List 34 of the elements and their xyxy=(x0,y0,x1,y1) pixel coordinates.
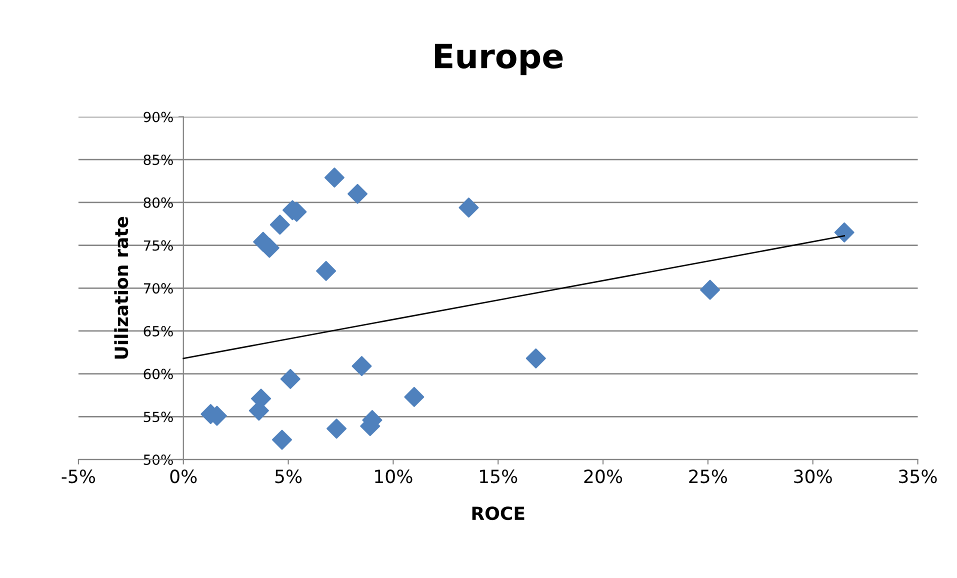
y-axis-title: Uilization rate xyxy=(114,216,128,359)
chart-title: Europe xyxy=(435,44,563,76)
point xyxy=(270,214,290,235)
point xyxy=(352,356,372,376)
x-tick-label: -5% xyxy=(62,470,96,484)
x-tick-label: 25% xyxy=(689,470,728,484)
x-tick-label: 5% xyxy=(275,470,302,484)
point xyxy=(348,184,368,204)
x-axis-title: ROCE xyxy=(472,506,524,520)
x-tick-label: 10% xyxy=(375,470,412,484)
point xyxy=(526,348,546,368)
y-tick-label: 65% xyxy=(144,326,173,336)
point xyxy=(280,368,300,389)
point xyxy=(259,238,280,258)
y-tick-label: 75% xyxy=(144,240,173,251)
x-tick-label: 15% xyxy=(480,470,518,484)
y-tick-label: 70% xyxy=(144,283,173,294)
y-tick-label: 85% xyxy=(144,154,173,166)
point xyxy=(326,418,347,439)
x-tick-label: 0% xyxy=(170,470,197,484)
point xyxy=(316,260,336,282)
point xyxy=(834,222,854,242)
x-tick-label: 35% xyxy=(899,470,937,484)
point xyxy=(324,168,344,188)
point xyxy=(700,280,720,300)
point xyxy=(404,386,424,407)
y-tick-label: 55% xyxy=(144,412,173,422)
y-tick-label: 80% xyxy=(144,197,173,208)
y-tick-label: 90% xyxy=(144,112,173,122)
point xyxy=(458,198,479,218)
x-tick-label: 30% xyxy=(794,470,832,484)
x-tick-label: 20% xyxy=(584,470,622,484)
point xyxy=(272,430,292,450)
y-tick-label: 60% xyxy=(144,368,173,380)
